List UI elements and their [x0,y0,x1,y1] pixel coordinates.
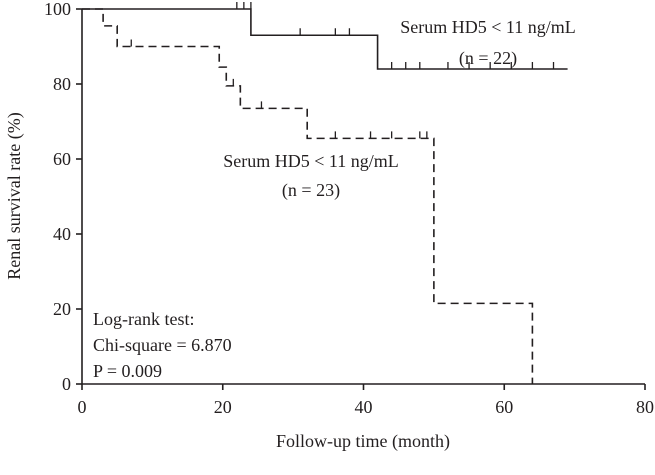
y-tick-label: 100 [44,0,71,19]
series-label-dashed-line2: (n = 23) [282,180,340,201]
p-value: P = 0.009 [93,361,162,381]
y-tick-label: 0 [62,374,71,394]
series-label-dashed-line1: Serum HD5 < 11 ng/mL [223,151,398,171]
chi-square-value: Chi-square = 6.870 [93,335,232,355]
survival-curve-dashed [82,8,534,384]
x-tick-label: 40 [355,397,373,417]
y-axis-title: Renal survival rate (%) [4,112,25,279]
x-tick-label: 60 [495,397,513,417]
censor-marks [130,2,555,139]
series-label-solid-line1: Serum HD5 < 11 ng/mL [400,17,575,37]
series-label-dashed: Serum HD5 < 11 ng/mL (n = 23) [223,151,398,201]
y-tick-label: 40 [53,224,71,244]
x-tick-label: 20 [214,397,232,417]
survival-curve-solid [82,8,568,70]
x-tick-label: 0 [78,397,87,417]
log-rank-annotation: Log-rank test: Chi-square = 6.870 P = 0.… [93,309,232,381]
series-label-solid: Serum HD5 < 11 ng/mL (n = 22) [400,17,575,69]
x-axis-title: Follow-up time (month) [276,431,450,452]
series-label-solid-line2: (n = 22) [459,48,517,69]
y-tick-label: 60 [53,149,71,169]
x-tick-label: 80 [636,397,654,417]
axis-ticks: 0 20 40 60 80 0 20 40 60 80 100 [44,0,654,417]
y-tick-label: 20 [53,299,71,319]
log-rank-title: Log-rank test: [93,309,194,329]
survival-curves [82,8,568,384]
y-tick-label: 80 [53,74,71,94]
